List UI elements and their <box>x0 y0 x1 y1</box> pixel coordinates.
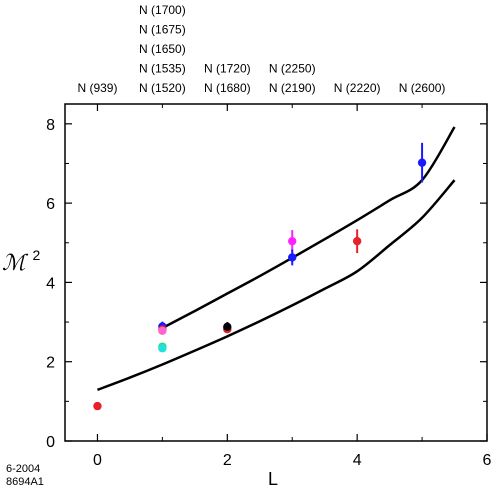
y-axis-label-main: ℳ <box>2 251 29 276</box>
trajectory-curve <box>161 126 456 330</box>
state-label: N (1680) <box>204 81 251 95</box>
data-point <box>417 158 427 167</box>
state-label: N (2220) <box>334 81 381 95</box>
y-axis-ticks: 0 2 4 6 8 <box>46 117 487 451</box>
data-point <box>288 253 297 262</box>
state-label: N (1535) <box>139 62 186 76</box>
plot-frame <box>64 103 488 442</box>
state-labels: N (939) N (1700) N (1675) N (1650) N (1535) N… <box>77 3 445 95</box>
x-tick-label: 0 <box>93 452 102 469</box>
data-point <box>93 401 102 411</box>
data-point <box>288 236 297 246</box>
x-axis-label: L <box>268 469 278 489</box>
y-tick-label: 8 <box>46 117 55 134</box>
state-label: N (1675) <box>139 23 186 37</box>
state-label: N (2600) <box>399 81 446 95</box>
y-axis-label-sup: 2 <box>33 247 41 263</box>
footer-code: 8694A1 <box>6 476 44 488</box>
state-label: N (939) <box>77 81 117 95</box>
data-point <box>352 236 362 246</box>
data-points <box>93 158 427 411</box>
y-tick-label: 0 <box>46 434 55 451</box>
x-axis-ticks: 0 2 4 6 <box>93 104 492 469</box>
y-axis-label: ℳ 2 <box>2 247 41 276</box>
x-tick-label: 2 <box>223 452 232 469</box>
footer-date: 6-2004 <box>6 463 40 475</box>
state-label: N (1700) <box>139 3 186 17</box>
data-point <box>223 322 232 332</box>
trajectory-curve <box>97 179 456 392</box>
data-point <box>158 344 167 353</box>
y-tick-label: 4 <box>46 275 55 292</box>
model-curves <box>97 126 456 392</box>
state-label: N (1650) <box>139 42 186 56</box>
data-point <box>158 326 167 335</box>
y-tick-label: 2 <box>46 355 55 372</box>
x-tick-label: 4 <box>353 452 362 469</box>
state-label: N (1720) <box>204 62 251 76</box>
state-label: N (2190) <box>269 81 316 95</box>
state-label: N (2250) <box>269 62 316 76</box>
x-tick-label: 6 <box>483 452 492 469</box>
state-label: N (1520) <box>139 81 186 95</box>
y-tick-label: 6 <box>46 196 55 213</box>
